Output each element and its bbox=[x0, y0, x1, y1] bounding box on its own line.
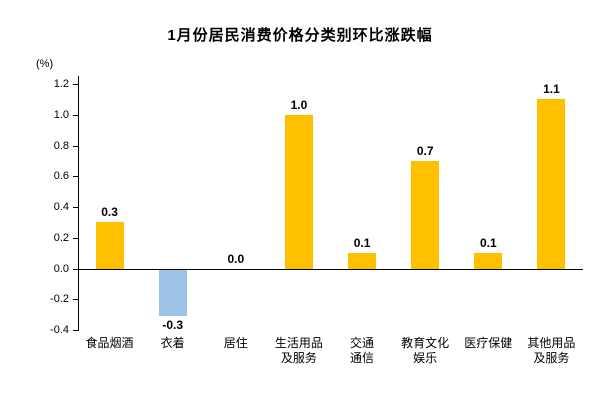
y-tick-label: 0.8 bbox=[53, 139, 69, 152]
bar bbox=[284, 114, 313, 269]
y-tick-label: 0.4 bbox=[53, 201, 69, 213]
bar-value-label: 0.7 bbox=[416, 143, 434, 158]
x-axis-baseline bbox=[78, 268, 583, 270]
y-tick-label: 0.6 bbox=[53, 170, 69, 183]
y-tick-mark bbox=[73, 145, 78, 147]
y-tick-mark bbox=[73, 268, 78, 270]
bar-value-label: 0.3 bbox=[101, 205, 118, 220]
y-tick-label: 0.0 bbox=[53, 262, 69, 275]
bar bbox=[474, 253, 503, 269]
y-tick-label: -0.2 bbox=[50, 293, 69, 306]
bar-value-label: -0.3 bbox=[162, 317, 184, 332]
x-category-label: 生活用品 及服务 bbox=[274, 336, 323, 365]
y-tick-label: -0.4 bbox=[50, 324, 69, 336]
y-tick-mark bbox=[73, 299, 78, 301]
y-tick-mark bbox=[73, 114, 78, 116]
x-category-label: 医疗保健 bbox=[464, 336, 513, 350]
y-tick-label: 1.2 bbox=[53, 78, 69, 90]
x-category-label: 衣着 bbox=[160, 336, 185, 350]
x-category-label: 教育文化 娱乐 bbox=[401, 336, 450, 365]
bar-value-label: 1.1 bbox=[543, 82, 560, 97]
y-axis-line bbox=[78, 76, 79, 331]
bar bbox=[537, 99, 566, 269]
y-tick-mark bbox=[73, 84, 78, 85]
y-tick-mark bbox=[73, 207, 78, 208]
y-tick-label: 0.2 bbox=[53, 231, 69, 244]
bar bbox=[348, 253, 377, 269]
x-category-label: 居住 bbox=[223, 336, 248, 350]
bar-value-label: 0.1 bbox=[479, 236, 497, 251]
bar-value-label: 1.0 bbox=[290, 97, 308, 112]
bar-value-label: 0.0 bbox=[227, 251, 245, 266]
y-tick-mark bbox=[73, 237, 78, 239]
y-tick-mark bbox=[73, 176, 78, 178]
bar bbox=[158, 269, 187, 316]
x-category-label: 交通 通信 bbox=[350, 336, 375, 365]
bar-value-label: 0.1 bbox=[353, 236, 371, 251]
x-category-label: 其他用品 及服务 bbox=[527, 336, 576, 365]
y-tick-mark bbox=[73, 330, 78, 331]
y-axis-unit-label: (%) bbox=[36, 58, 54, 70]
chart-title: 1月份居民消费价格分类别环比涨跌幅 bbox=[167, 27, 433, 44]
bar bbox=[411, 160, 440, 269]
y-tick-label: 1.0 bbox=[53, 108, 69, 121]
x-category-label: 食品烟酒 bbox=[85, 336, 134, 350]
bar bbox=[95, 222, 124, 269]
